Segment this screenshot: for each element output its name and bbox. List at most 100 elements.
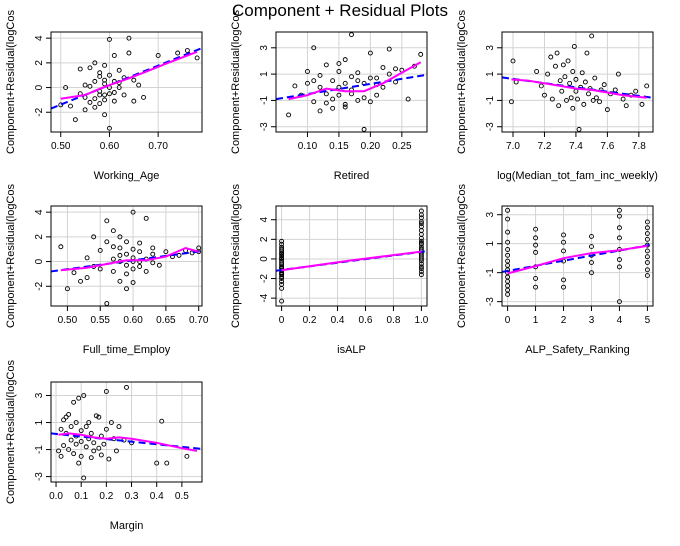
data-point (644, 231, 650, 236)
y-tick-label: 1 (485, 240, 496, 246)
data-point (342, 57, 348, 63)
data-point (342, 101, 348, 107)
data-point (97, 266, 103, 272)
data-point (570, 69, 576, 74)
data-point (616, 299, 622, 305)
data-point (102, 97, 108, 103)
data-point (110, 244, 116, 250)
data-point (615, 71, 621, 77)
data-point (644, 273, 650, 279)
data-point (279, 271, 285, 277)
data-point (561, 248, 566, 254)
data-point (88, 430, 94, 436)
x-axis-label: Full_time_Employ (83, 344, 171, 356)
data-point (342, 80, 348, 86)
data-point (505, 229, 511, 235)
x-tick-label: 0.3 (125, 491, 139, 502)
x-axis-label: Retired (334, 170, 369, 182)
data-point (107, 125, 112, 131)
data-point (573, 76, 579, 82)
data-point (533, 276, 539, 281)
y-tick-label: -3 (259, 122, 270, 131)
data-point (116, 424, 122, 430)
y-axis-label: Component+Residual(logCos (230, 10, 242, 154)
data-point (292, 83, 298, 89)
data-point (305, 69, 310, 74)
plot-box (275, 205, 428, 307)
data-point (571, 44, 577, 49)
data-point (279, 241, 285, 247)
data-point (130, 246, 136, 252)
data-point (136, 82, 142, 88)
data-point (592, 75, 598, 81)
data-point (380, 65, 386, 70)
smooth-line (288, 61, 422, 101)
x-tick-label: 0.8 (386, 315, 400, 326)
data-point (68, 424, 74, 430)
data-point (124, 271, 129, 277)
x-tick-label: 0.6 (359, 315, 373, 326)
data-point (349, 32, 354, 38)
y-tick-label: 2 (259, 236, 270, 242)
data-point (644, 83, 650, 89)
data-point (374, 92, 380, 98)
data-point (542, 92, 547, 98)
data-point (374, 75, 380, 81)
data-point (141, 94, 146, 100)
y-tick-label: 3 (485, 45, 496, 51)
data-point (91, 440, 97, 446)
data-point (279, 285, 285, 291)
data-point (556, 103, 562, 109)
data-point (616, 213, 622, 219)
data-point (418, 240, 424, 246)
data-point (126, 50, 132, 56)
y-axis-label: Component+Residual(logCos (5, 10, 17, 154)
x-tick-label: 0.2 (303, 315, 317, 326)
y-tick-label: 4 (34, 35, 45, 41)
data-point (534, 69, 540, 74)
data-point (317, 84, 323, 90)
data-point (108, 420, 114, 425)
data-point (73, 420, 79, 425)
data-point (107, 91, 112, 97)
data-point (81, 475, 87, 481)
data-point (143, 268, 149, 274)
data-point (355, 78, 361, 84)
data-point (279, 248, 285, 254)
y-axis-label: Component+Residual(logCos (456, 10, 468, 154)
fit-line (275, 73, 428, 101)
data-point (533, 235, 539, 241)
data-point (367, 99, 373, 105)
data-point (104, 218, 110, 224)
data-point (567, 80, 573, 86)
data-point (584, 50, 590, 56)
data-point (121, 92, 127, 98)
data-point (323, 91, 329, 97)
data-point (554, 50, 560, 56)
x-tick-label: 0.50 (58, 315, 78, 326)
data-point (562, 74, 568, 80)
data-point (96, 414, 102, 420)
data-point (124, 286, 129, 292)
data-point (71, 451, 77, 457)
x-tick-label: 7.4 (569, 141, 583, 152)
data-point (279, 274, 285, 280)
plot-box (501, 31, 654, 133)
data-point (97, 92, 103, 98)
data-point (93, 413, 99, 419)
data-point (83, 444, 89, 450)
y-tick-label: -3 (485, 297, 496, 306)
data-point (533, 226, 539, 232)
data-point (367, 50, 373, 56)
x-tick-label: 0.15 (329, 141, 349, 152)
data-point (64, 286, 70, 292)
data-point (92, 104, 98, 110)
data-point (323, 100, 329, 106)
y-tick-label: 1 (34, 419, 45, 425)
x-tick-label: 0.50 (51, 141, 71, 152)
data-point (159, 418, 165, 424)
data-point (175, 50, 181, 56)
data-point (616, 235, 622, 241)
data-point (418, 256, 424, 262)
